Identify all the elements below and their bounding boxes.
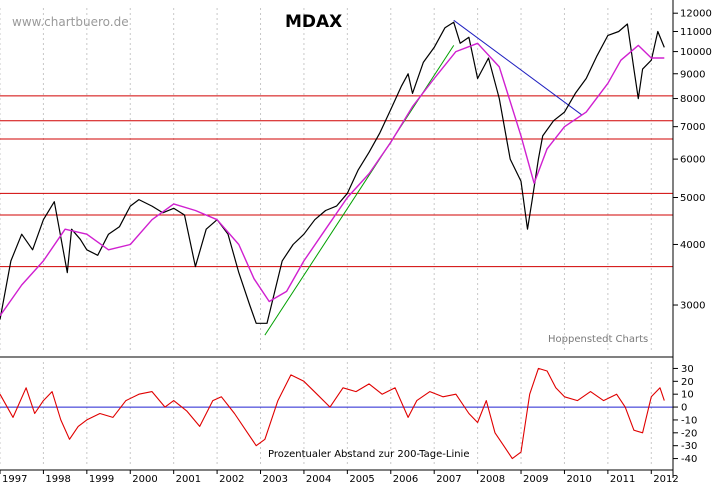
x-tick-label: 1998	[45, 474, 70, 485]
chart-title: MDAX	[285, 12, 342, 32]
downtrend-line	[453, 19, 583, 116]
osc-y-tick-label: -10	[681, 415, 697, 426]
year-gridlines	[0, 8, 652, 465]
y-tick-label: 8000	[680, 94, 705, 105]
x-tick-label: 2008	[480, 474, 505, 485]
y-tick-label: 9000	[680, 69, 705, 80]
y-tick-label: 10000	[680, 47, 712, 58]
osc-y-tick-label: 30	[681, 364, 694, 375]
y-tick-label: 6000	[680, 155, 705, 166]
chart-frame	[0, 0, 674, 478]
moving-average-line	[0, 42, 665, 317]
oscillator-line	[0, 367, 665, 460]
y-tick-label: 12000	[680, 9, 712, 20]
x-tick-label: 2010	[566, 474, 591, 485]
oscillator-label: Prozentualer Abstand zur 200-Tage-Linie	[268, 449, 469, 460]
price-series	[0, 21, 665, 324]
watermark: www.chartbuero.de	[12, 15, 129, 29]
chart-credit: Hoppenstedt Charts	[548, 334, 648, 345]
osc-y-tick-label: -40	[681, 454, 697, 465]
x-tick-label: 2000	[132, 474, 157, 485]
x-tick-label: 2007	[436, 474, 461, 485]
osc-y-tick-label: 0	[681, 403, 687, 414]
oscillator-series	[0, 367, 673, 460]
osc-y-tick-label: 20	[681, 377, 694, 388]
y-tick-label: 7000	[680, 122, 705, 133]
osc-y-tick-label: 10	[681, 390, 694, 401]
x-tick-label: 2002	[219, 474, 244, 485]
trendlines	[264, 19, 583, 336]
x-tick-label: 2011	[610, 474, 635, 485]
osc-y-tick-label: -20	[681, 428, 697, 439]
y-tick-label: 3000	[680, 301, 705, 312]
x-tick-label: 2006	[393, 474, 418, 485]
x-tick-label: 2001	[176, 474, 201, 485]
x-tick-label: 2005	[349, 474, 374, 485]
x-tick-label: 2004	[306, 474, 331, 485]
x-tick-label: 2012	[653, 474, 678, 485]
x-tick-label: 1999	[89, 474, 114, 485]
x-tick-label: 2003	[263, 474, 288, 485]
osc-y-tick-label: -30	[681, 441, 697, 452]
x-tick-label: 2009	[523, 474, 548, 485]
y-tick-label: 5000	[680, 193, 705, 204]
support-levels	[0, 95, 673, 268]
x-tick-label: 1997	[2, 474, 27, 485]
mdax-price-line	[0, 21, 665, 324]
y-tick-label: 11000	[680, 27, 712, 38]
axis-ticks: 3000 4000 5000 6000 7000 8000 9000 10000 11000 12…	[0, 9, 712, 485]
y-tick-label: 4000	[680, 240, 705, 251]
